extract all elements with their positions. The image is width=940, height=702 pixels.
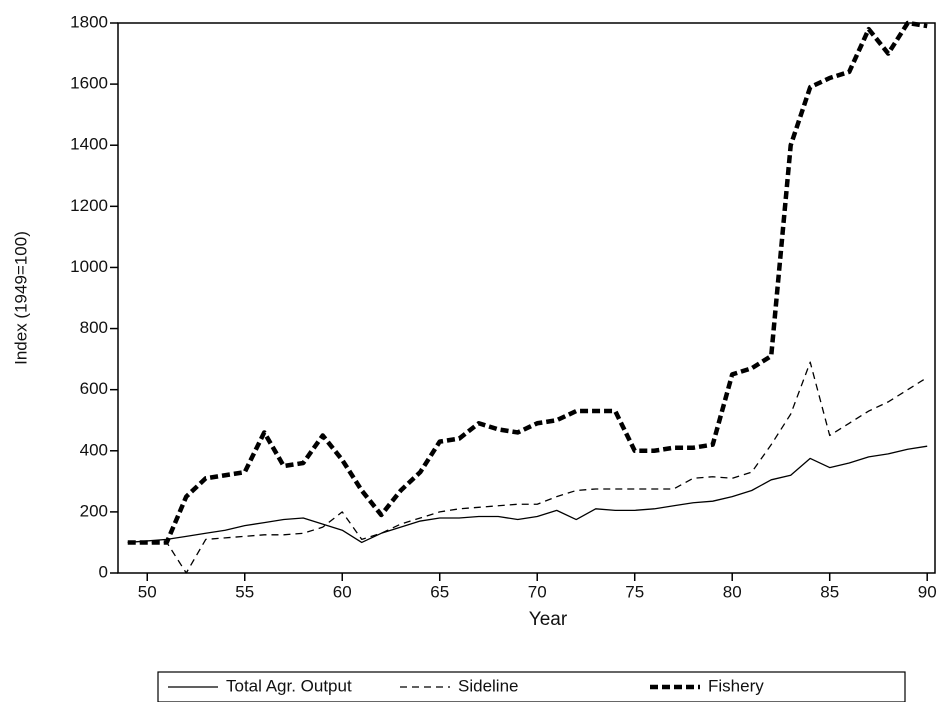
legend-label: Fishery — [708, 676, 764, 695]
x-tick-label: 85 — [820, 582, 839, 601]
series-line — [127, 361, 928, 574]
x-tick-label: 90 — [918, 582, 937, 601]
x-axis-label: Year — [529, 609, 568, 630]
x-tick-label: 55 — [235, 582, 254, 601]
legend-label: Sideline — [458, 676, 519, 695]
x-tick-label: 75 — [625, 582, 644, 601]
legend-label: Total Agr. Output — [226, 676, 352, 695]
plot-frame — [117, 22, 936, 574]
x-tick-label: 65 — [430, 582, 449, 601]
y-tick-label: 200 — [80, 501, 108, 520]
y-tick-label: 1200 — [70, 196, 108, 215]
x-tick-label: 60 — [333, 582, 352, 601]
series-line — [127, 20, 928, 545]
y-tick-label: 0 — [99, 562, 108, 581]
y-tick-label: 1400 — [70, 135, 108, 154]
y-tick-label: 1000 — [70, 257, 108, 276]
y-tick-label: 1800 — [70, 12, 108, 31]
x-tick-label: 70 — [528, 582, 547, 601]
y-tick-label: 400 — [80, 440, 108, 459]
x-tick-label: 80 — [723, 582, 742, 601]
y-tick-label: 600 — [80, 379, 108, 398]
y-tick-label: 800 — [80, 318, 108, 337]
y-axis-label: Index (1949=100) — [11, 231, 30, 365]
series-line — [127, 445, 928, 544]
legend-box — [157, 671, 906, 702]
x-tick-label: 50 — [138, 582, 157, 601]
y-tick-label: 1600 — [70, 74, 108, 93]
